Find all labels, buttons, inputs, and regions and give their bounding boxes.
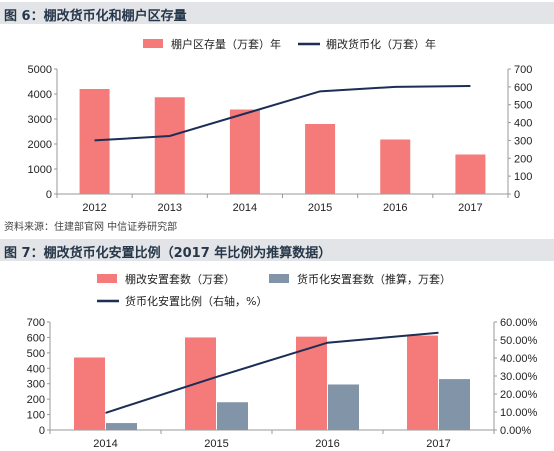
chart2-bar-2 <box>328 384 359 430</box>
chart1-title: 图 6：棚改货币化和棚户区存量 <box>4 9 187 24</box>
chart2-bar-2 <box>217 402 248 430</box>
chart1-x-tick-label: 2014 <box>233 202 257 214</box>
chart2-left-tick-label: 400 <box>27 363 45 375</box>
chart1-legend-swatch <box>143 39 163 48</box>
chart2-bar-1 <box>407 335 438 430</box>
chart1-left-tick-label: 4000 <box>28 89 52 101</box>
chart1-left-tick-label: 3000 <box>28 114 52 126</box>
chart1-right-tick-label: 600 <box>514 82 532 94</box>
chart1-svg: 0 1000 2000 3000 4000 5000 0 100 200 300 400 500 600… <box>28 37 533 214</box>
chart1-left-tick-label: 0 <box>46 189 52 201</box>
chart2-x-tick-label: 2017 <box>426 438 450 450</box>
chart1-right-tick-label: 300 <box>514 135 532 147</box>
chart2-bar-1 <box>185 337 216 430</box>
chart2-right-tick-label: 0.00% <box>500 425 531 437</box>
chart2-legend-label: 棚改安置套数（万套） <box>125 272 235 286</box>
chart1-right-tick-label: 100 <box>514 171 532 183</box>
chart1-bar-1 <box>380 139 411 194</box>
chart2-right-tick-label: 60.00% <box>500 317 538 329</box>
chart2-bar-2 <box>439 379 470 430</box>
chart1-right-tick-label: 700 <box>514 64 532 76</box>
chart2-left-tick-label: 0 <box>39 425 45 437</box>
chart1-title-bar: 图 6：棚改货币化和棚户区存量 <box>0 2 554 24</box>
source-note: 资料来源：住建部官网 中信证券研究部 <box>4 222 178 233</box>
chart2-title-bar: 图 7：棚改货币化安置比例（2017 年比例为推算数据） <box>0 239 554 261</box>
chart2-x-tick-label: 2016 <box>315 438 339 450</box>
chart1-bar-1 <box>305 124 336 194</box>
chart1-x-tick-label: 2017 <box>458 202 482 214</box>
chart2-title: 图 7：棚改货币化安置比例（2017 年比例为推算数据） <box>4 246 332 261</box>
chart1-line-series <box>94 84 471 142</box>
chart2-right-tick-label: 30.00% <box>500 371 538 383</box>
chart2-legend-swatch <box>269 274 289 283</box>
chart2-right-tick-label: 40.00% <box>500 353 538 365</box>
chart2-right-tick-label: 50.00% <box>500 335 538 347</box>
chart1-right-tick-label: 400 <box>514 118 532 130</box>
chart1-x-tick-label: 2015 <box>308 202 332 214</box>
chart2-right-tick-label: 10.00% <box>500 407 538 419</box>
chart1-right-tick-label: 0 <box>514 189 520 201</box>
chart1-x-tick-label: 2013 <box>158 202 182 214</box>
chart2-bar-2 <box>106 423 137 430</box>
chart2-left-tick-label: 500 <box>27 348 45 360</box>
chart1-x-tick-label: 2016 <box>383 202 407 214</box>
chart2-left-tick-label: 300 <box>27 379 45 391</box>
chart2-left-tick-label: 700 <box>27 317 45 329</box>
chart1-legend-label: 棚户区存量（万套）年 <box>171 37 281 51</box>
chart2-legend-swatch <box>97 274 117 283</box>
chart1-x-tick-label: 2012 <box>82 202 106 214</box>
chart2-left-tick-label: 600 <box>27 332 45 344</box>
chart1-bar-1 <box>455 154 486 194</box>
chart2-right-tick-label: 20.00% <box>500 389 538 401</box>
chart2-legend-label: 货币化安置套数（推算，万套） <box>297 272 451 286</box>
chart2-bar-1 <box>296 336 327 430</box>
chart2-left-tick-label: 100 <box>27 410 45 422</box>
chart1-bar-1 <box>154 97 185 194</box>
chart2-x-tick-label: 2015 <box>204 438 228 450</box>
chart1-bar-1 <box>229 109 260 194</box>
chart2-legend-label: 货币化安置比例（右轴，%） <box>125 294 267 308</box>
chart1-left-tick-label: 1000 <box>28 164 52 176</box>
chart2-line-series <box>105 331 439 414</box>
chart1-left-tick-label: 5000 <box>28 64 52 76</box>
chart1-right-tick-label: 500 <box>514 100 532 112</box>
chart2-bar-1 <box>74 357 105 430</box>
chart1-right-tick-label: 200 <box>514 153 532 165</box>
chart2-left-tick-label: 200 <box>27 394 45 406</box>
chart1-left-tick-label: 2000 <box>28 139 52 151</box>
chart2-x-tick-label: 2014 <box>93 438 117 450</box>
chart1-legend-label: 棚改货币化（万套）年 <box>326 37 436 51</box>
chart1-bar-1 <box>79 89 110 194</box>
